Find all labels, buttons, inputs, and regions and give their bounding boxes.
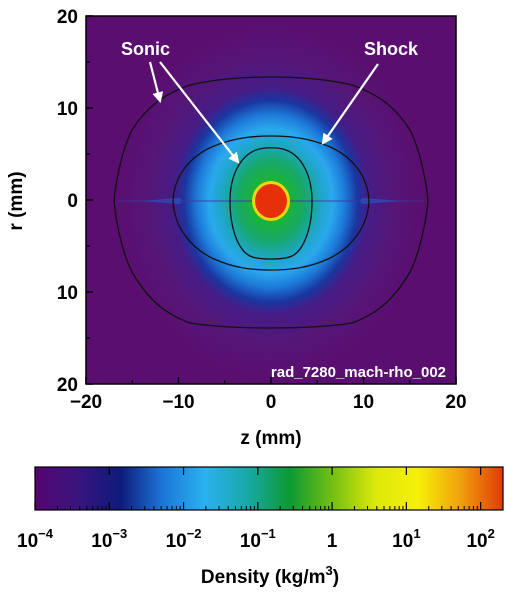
colorbar: 10−4 10−3 10−2 10−1 1 101 102 Density (kg/m3): [17, 466, 504, 588]
x-tick-label: 10: [353, 392, 374, 413]
colorbar-tick-exp: −4: [38, 526, 54, 541]
colorbar-title-text: Density (kg/m: [201, 567, 326, 588]
colorbar-tick-base: 10: [466, 531, 487, 552]
y-tick-label: 20: [57, 7, 78, 28]
colorbar-tick-exp: 1: [413, 526, 420, 541]
annotation-sonic: Sonic: [121, 39, 170, 59]
plot-area: Sonic Shock rad_7280_mach-rho_002: [85, 15, 457, 385]
inner-sonic-contour: [229, 147, 313, 260]
colorbar-tick-exp: −2: [187, 526, 202, 541]
colorbar-ticks: 10−4 10−3 10−2 10−1 1 101 102: [17, 467, 495, 552]
colorbar-tick-label: 10−4: [17, 526, 54, 552]
y-axis-title: r (mm): [6, 171, 27, 230]
colorbar-tick-label: 10−1: [240, 526, 276, 552]
shock-contour: [172, 135, 370, 271]
plot-watermark: rad_7280_mach-rho_002: [271, 364, 446, 381]
x-axis-title: z (mm): [240, 428, 301, 449]
x-tick-label: −20: [70, 392, 102, 413]
colorbar-tick-exp: −1: [261, 526, 276, 541]
colorbar-tick-base: 1: [327, 531, 338, 552]
x-tick-label: 0: [266, 392, 277, 413]
sonic-arrow-2: [159, 61, 240, 164]
x-tick-label: −10: [162, 392, 194, 413]
colorbar-tick-exp: −3: [112, 526, 127, 541]
colorbar-tick-label: 1: [327, 531, 338, 552]
density-core: [255, 184, 287, 218]
colorbar-title-sup: 3: [326, 563, 333, 578]
y-tick-label: 20: [57, 375, 78, 396]
x-axis: −20 −10 0 10 20: [70, 377, 467, 413]
colorbar-tick-base: 10: [17, 531, 38, 552]
annotation-shock: Shock: [364, 39, 419, 59]
x-tick-label: 20: [445, 392, 466, 413]
colorbar-tick-exp: 2: [488, 526, 495, 541]
colorbar-gradient: [34, 466, 504, 511]
y-tick-label: 0: [67, 191, 78, 212]
y-tick-label: 10: [57, 283, 78, 304]
colorbar-tick-base: 10: [166, 531, 187, 552]
shock-arrow: [321, 63, 379, 145]
y-axis: 20 10 0 10 20: [57, 7, 93, 396]
colorbar-tick-base: 10: [240, 531, 261, 552]
colorbar-title-end: ): [333, 567, 339, 588]
outer-sonic-contour: [113, 76, 429, 329]
colorbar-tick-label: 101: [392, 526, 420, 552]
y-tick-label: 10: [57, 99, 78, 120]
sonic-arrow-1: [148, 61, 164, 104]
colorbar-tick-label: 10−2: [166, 526, 202, 552]
colorbar-title: Density (kg/m3): [201, 563, 339, 588]
colorbar-tick-label: 102: [466, 526, 494, 552]
colorbar-tick-base: 10: [91, 531, 112, 552]
colorbar-tick-base: 10: [392, 531, 413, 552]
colorbar-tick-label: 10−3: [91, 526, 127, 552]
